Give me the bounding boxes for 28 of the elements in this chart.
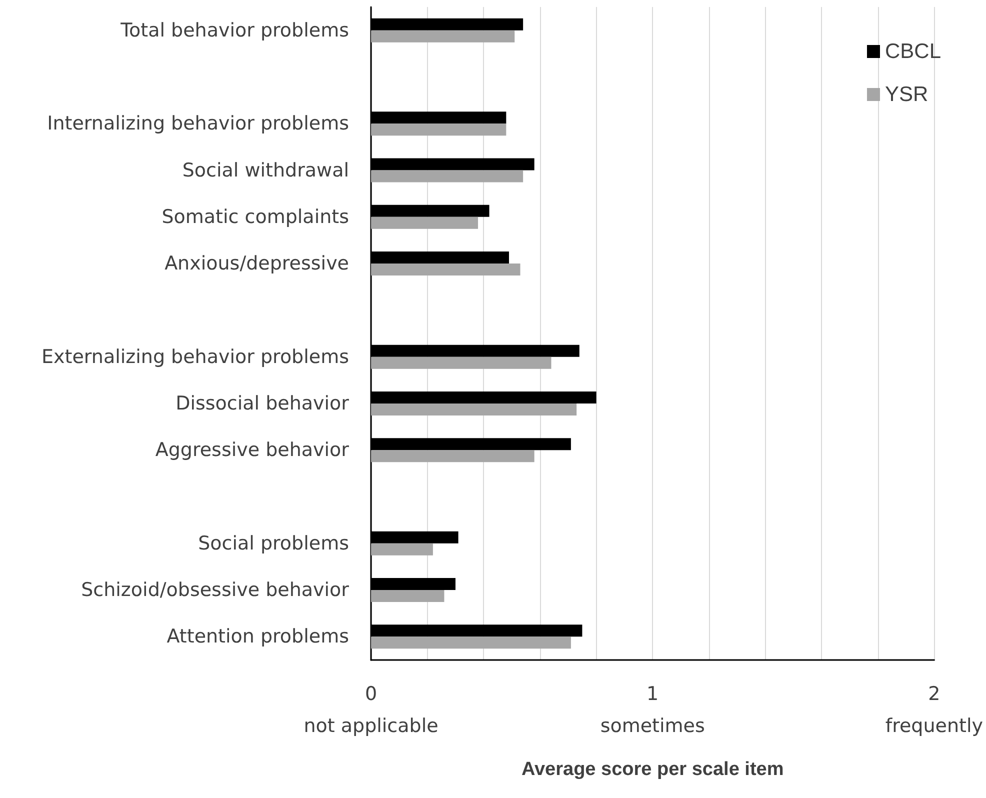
bar <box>371 170 524 182</box>
y-tick-label: Total behavior problems <box>120 19 349 42</box>
y-tick-label: Social withdrawal <box>182 159 349 182</box>
y-tick-label: Externalizing behavior problems <box>42 346 349 368</box>
x-axis-title: Average score per scale item <box>521 759 784 780</box>
y-tick-label: Social problems <box>198 532 349 554</box>
legend-label: CBCL <box>884 40 942 63</box>
y-tick-label: Somatic complaints <box>162 206 349 228</box>
y-tick-label: Dissocial behavior <box>176 392 350 414</box>
bar <box>371 590 444 602</box>
bar <box>371 30 515 42</box>
bar <box>371 403 577 416</box>
y-tick-label: Attention problems <box>166 626 349 648</box>
x-tick-label: 1 sometimes <box>600 683 705 737</box>
bar <box>371 216 478 229</box>
bar <box>371 124 506 136</box>
x-tick-label: 0 not applicable <box>304 683 438 737</box>
bar <box>371 450 534 462</box>
y-tick-label: Internalizing behavior problems <box>47 112 349 135</box>
x-tick-label: 2 frequently <box>885 683 984 737</box>
bar <box>371 356 552 369</box>
bar <box>371 264 520 276</box>
y-tick-label: Aggressive behavior <box>155 439 350 462</box>
y-tick-label: Anxious/depressive <box>164 252 349 275</box>
y-tick-label: Schizoid/obsessive behavior <box>81 579 350 602</box>
legend-label: YSR <box>884 83 928 106</box>
bar <box>371 636 571 649</box>
bar <box>371 543 433 556</box>
